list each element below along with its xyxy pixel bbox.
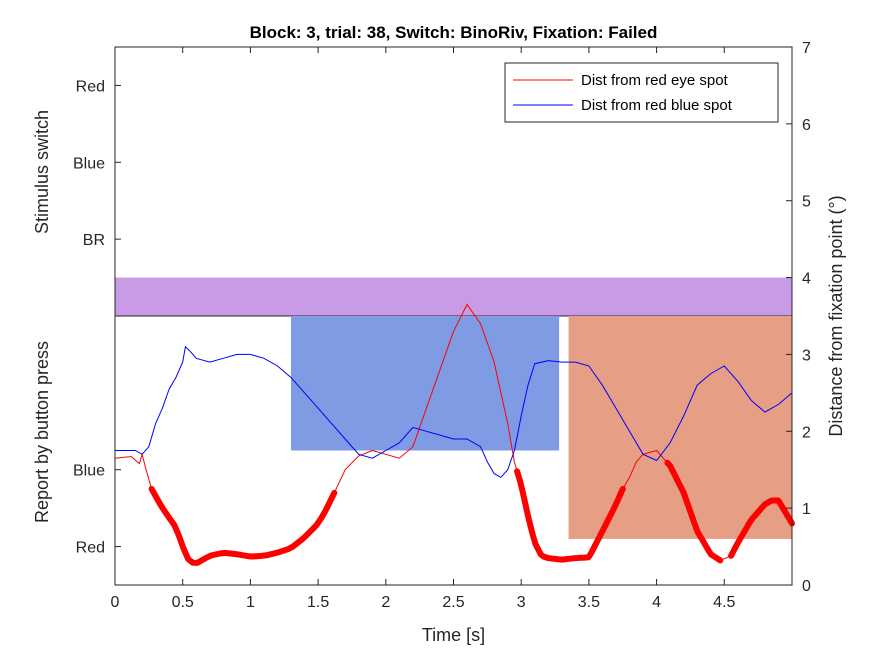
x-tick-label: 1.5 — [307, 594, 329, 611]
x-tick-label: 4 — [652, 594, 661, 611]
thick-red-segment-2 — [664, 459, 724, 564]
left-y-tick-label-br: BR — [83, 232, 105, 249]
x-tick-label: 2.5 — [442, 594, 464, 611]
right-y-tick-label: 6 — [802, 117, 811, 134]
right-y-tick-label: 0 — [802, 578, 811, 595]
right-y-tick-label: 7 — [802, 40, 811, 57]
report-block-blue-0 — [291, 316, 560, 451]
legend-box — [504, 62, 779, 123]
x-tick-label: 3 — [517, 594, 526, 611]
right-y-axis-label: Distance from fixation point (°) — [826, 195, 846, 436]
background-patches — [115, 277, 792, 539]
x-tick-label: 3.5 — [578, 594, 600, 611]
left-y-tick-label-red: Red — [76, 540, 105, 557]
left-y-axis-label-report: Report by button press — [32, 341, 52, 523]
right-y-tick-label: 3 — [802, 347, 811, 364]
x-tick-label: 2 — [381, 594, 390, 611]
left-y-tick-label-blue: Blue — [73, 155, 105, 172]
left-y-axis-label-stimulus: Stimulus switch — [32, 110, 52, 234]
x-tick-label: 1 — [246, 594, 255, 611]
legend-label-1: Dist from red blue spot — [581, 97, 733, 114]
left-y-tick-label-blue: Blue — [73, 463, 105, 480]
series-line-red-blue-spot — [115, 345, 793, 479]
right-y-tick-label: 5 — [802, 194, 811, 211]
right-y-tick-label: 2 — [802, 424, 811, 441]
thick-red-segment-3 — [728, 497, 795, 559]
x-tick-label: 4.5 — [713, 594, 735, 611]
chart-title: Block: 3, trial: 38, Switch: BinoRiv, Fi… — [250, 23, 658, 42]
stimulus-band-br — [115, 277, 792, 316]
report-block-red-1 — [568, 316, 792, 539]
thick-red-segment-0 — [148, 485, 338, 566]
right-y-tick-label: 1 — [802, 501, 811, 518]
left-y-tick-label-red: Red — [76, 78, 105, 95]
legend: Dist from red eye spot Dist from red blue… — [504, 62, 779, 123]
data-series — [114, 303, 795, 566]
legend-label-0: Dist from red eye spot — [581, 72, 729, 89]
x-tick-label: 0.5 — [172, 594, 194, 611]
ticks: 0 0.5 1 1.5 2 2.5 3 3.5 4 4.5 0 1 2 3 4 5 6 7 Red Blue BR Blu… — [73, 40, 811, 611]
x-tick-label: 0 — [111, 594, 120, 611]
x-axis-label: Time [s] — [422, 625, 485, 645]
right-y-tick-label: 4 — [802, 271, 811, 288]
thick-red-segment-1 — [514, 468, 626, 563]
